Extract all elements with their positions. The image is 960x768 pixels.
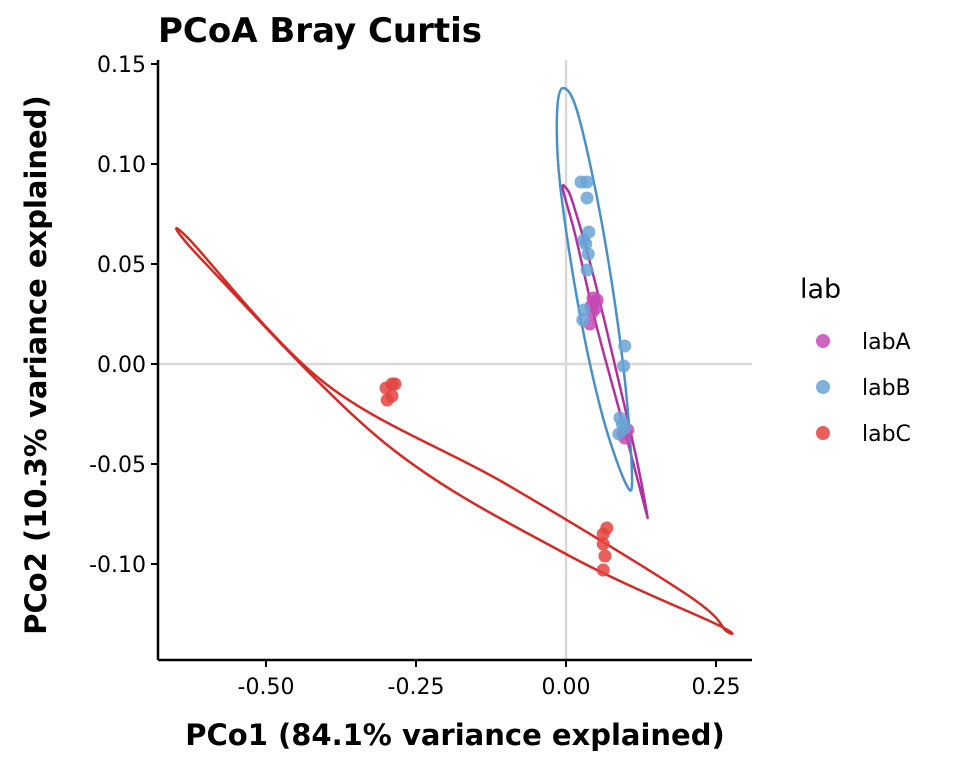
ellipse-labB xyxy=(555,86,634,492)
y-tick-label: 0.10 xyxy=(97,153,146,178)
chart-title: PCoA Bray Curtis xyxy=(158,11,482,51)
x-tick-label: 0.25 xyxy=(692,675,741,700)
point-labC xyxy=(388,377,402,391)
legend: lab labA labB labC xyxy=(800,274,911,447)
y-axis-title: PCo2 (10.3% variance explained) xyxy=(19,95,53,635)
point-labB xyxy=(579,237,593,251)
point-labB xyxy=(580,175,594,189)
x-tick-label: 0.00 xyxy=(542,675,591,700)
y-tick-label: 0.15 xyxy=(97,53,146,78)
point-labC xyxy=(596,537,610,551)
ellipse-labC xyxy=(174,227,734,635)
zero-reference-lines xyxy=(158,60,752,660)
y-tick-label: -0.05 xyxy=(89,453,146,478)
legend-key-labB xyxy=(816,380,830,394)
point-labC xyxy=(380,393,394,407)
point-labB xyxy=(612,427,626,441)
point-labB xyxy=(618,339,632,353)
legend-key-labA xyxy=(816,334,830,348)
x-tick-label: -0.50 xyxy=(238,675,295,700)
point-labB xyxy=(580,263,594,277)
legend-label-labA: labA xyxy=(862,330,911,355)
legend-title: lab xyxy=(800,274,841,305)
point-labB xyxy=(577,303,591,317)
legend-key-labC xyxy=(816,426,830,440)
y-tick-label: 0.05 xyxy=(97,253,146,278)
point-labC xyxy=(596,563,610,577)
axes xyxy=(156,60,752,662)
point-labC xyxy=(598,549,612,563)
point-labB xyxy=(576,313,590,327)
point-labA xyxy=(590,293,604,307)
x-tick-label: -0.25 xyxy=(388,675,445,700)
y-axis-ticks: -0.10 -0.05 0.00 0.05 0.10 0.15 xyxy=(89,53,158,578)
confidence-ellipses xyxy=(174,86,734,635)
point-labB xyxy=(580,191,594,205)
legend-label-labB: labB xyxy=(862,376,911,401)
ellipse-labA xyxy=(561,184,649,520)
point-labB xyxy=(581,247,595,261)
x-axis-title: PCo1 (84.1% variance explained) xyxy=(185,718,725,752)
data-points xyxy=(379,175,635,577)
y-tick-label: 0.00 xyxy=(97,353,146,378)
legend-label-labC: labC xyxy=(862,422,911,447)
x-axis-ticks: -0.50 -0.25 0.00 0.25 xyxy=(238,660,741,700)
y-tick-label: -0.10 xyxy=(89,553,146,578)
point-labC xyxy=(596,527,610,541)
point-labB xyxy=(617,359,631,373)
